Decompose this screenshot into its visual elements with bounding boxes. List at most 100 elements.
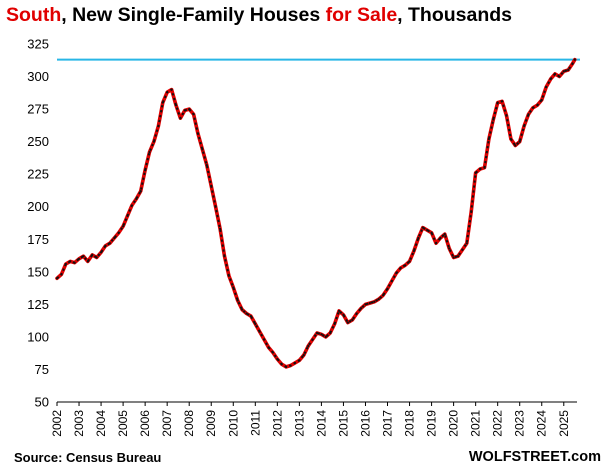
data-point bbox=[434, 242, 438, 245]
data-point bbox=[359, 307, 363, 310]
data-point bbox=[210, 184, 213, 187]
data-point bbox=[311, 338, 314, 341]
data-point bbox=[117, 231, 120, 234]
data-point bbox=[399, 266, 402, 270]
data-point bbox=[135, 197, 138, 201]
data-point bbox=[174, 104, 178, 107]
data-point bbox=[337, 309, 341, 312]
x-tick-label: 2018 bbox=[403, 410, 417, 437]
data-point bbox=[500, 100, 504, 103]
data-point bbox=[161, 101, 164, 104]
data-point bbox=[483, 166, 486, 169]
data-point bbox=[302, 354, 305, 357]
data-point bbox=[346, 321, 349, 324]
x-tick-label: 2020 bbox=[447, 410, 461, 437]
data-point bbox=[77, 257, 81, 260]
x-tick-label: 2006 bbox=[138, 410, 152, 437]
data-point bbox=[122, 225, 125, 228]
x-tick-label: 2010 bbox=[226, 410, 240, 437]
x-tick-label: 2019 bbox=[425, 410, 439, 437]
data-point bbox=[99, 251, 103, 254]
data-point bbox=[55, 277, 59, 280]
x-tick-label: 2004 bbox=[94, 410, 108, 437]
data-point bbox=[456, 255, 460, 258]
title-accent: for Sale bbox=[325, 4, 398, 26]
data-point bbox=[417, 236, 420, 240]
data-point bbox=[364, 303, 367, 306]
x-tick-label: 2021 bbox=[469, 410, 483, 437]
brand-watermark: WOLFSTREET.com bbox=[468, 449, 601, 465]
data-point bbox=[342, 313, 345, 316]
x-tick-label: 2005 bbox=[116, 410, 130, 437]
data-point bbox=[527, 113, 530, 116]
x-tick-label: 2007 bbox=[160, 410, 174, 437]
data-point bbox=[315, 331, 319, 335]
data-point bbox=[333, 322, 336, 325]
y-tick-label: 200 bbox=[27, 199, 49, 214]
data-point bbox=[104, 244, 107, 247]
data-point bbox=[426, 229, 429, 232]
data-point bbox=[73, 261, 76, 264]
y-tick-label: 125 bbox=[27, 297, 49, 312]
data-point bbox=[126, 214, 129, 217]
data-point bbox=[245, 312, 248, 315]
data-point bbox=[545, 85, 548, 89]
data-point bbox=[573, 58, 576, 61]
data-point bbox=[377, 298, 380, 301]
data-point bbox=[487, 137, 490, 141]
x-tick-label: 2023 bbox=[513, 410, 527, 437]
x-tick-label: 2008 bbox=[182, 410, 196, 437]
x-tick-label: 2013 bbox=[292, 410, 306, 437]
data-point bbox=[285, 365, 288, 368]
data-point bbox=[562, 70, 565, 73]
data-point bbox=[478, 167, 482, 171]
source-note: Source: Census Bureau bbox=[14, 450, 162, 465]
x-tick-label: 2016 bbox=[358, 410, 372, 437]
data-point bbox=[448, 247, 451, 250]
data-point bbox=[152, 140, 156, 143]
data-point bbox=[421, 226, 424, 229]
chart-axes: 50 75 100 125 150 175 200 225 250 275 300 325 2002 20… bbox=[27, 37, 577, 437]
x-tick-label: 2024 bbox=[535, 410, 549, 437]
y-tick-label: 325 bbox=[27, 37, 49, 52]
data-point bbox=[254, 322, 257, 325]
data-point bbox=[540, 98, 543, 102]
data-point bbox=[218, 227, 222, 230]
data-point bbox=[64, 262, 67, 266]
data-point bbox=[514, 144, 517, 147]
y-tick-label: 225 bbox=[27, 167, 49, 182]
plot-area bbox=[55, 57, 580, 369]
data-point bbox=[188, 107, 191, 111]
data-point bbox=[113, 236, 116, 240]
data-point bbox=[461, 248, 464, 251]
y-tick-label: 75 bbox=[35, 362, 49, 377]
data-point bbox=[509, 137, 512, 141]
data-point bbox=[324, 335, 327, 339]
data-point bbox=[443, 232, 446, 236]
data-point bbox=[518, 140, 521, 143]
data-point bbox=[386, 287, 389, 290]
data-point bbox=[408, 260, 411, 263]
data-point bbox=[192, 113, 195, 116]
data-point bbox=[139, 190, 142, 193]
data-point bbox=[404, 264, 407, 267]
data-point bbox=[196, 132, 200, 135]
data-point bbox=[536, 104, 539, 107]
data-point bbox=[523, 124, 526, 128]
data-point bbox=[492, 118, 495, 121]
x-tick-label: 2025 bbox=[557, 410, 571, 437]
data-point bbox=[148, 150, 151, 154]
data-point bbox=[280, 363, 283, 366]
title-region: South bbox=[6, 4, 62, 26]
x-tick-label: 2003 bbox=[72, 410, 86, 437]
data-point bbox=[395, 272, 398, 275]
data-point bbox=[505, 114, 508, 117]
series-line bbox=[55, 57, 577, 369]
x-tick-label: 2002 bbox=[50, 410, 64, 437]
data-point bbox=[82, 255, 85, 258]
y-tick-label: 175 bbox=[27, 232, 49, 247]
data-point bbox=[553, 72, 557, 76]
data-point bbox=[571, 62, 574, 65]
data-point bbox=[452, 256, 455, 259]
data-point bbox=[201, 148, 204, 151]
